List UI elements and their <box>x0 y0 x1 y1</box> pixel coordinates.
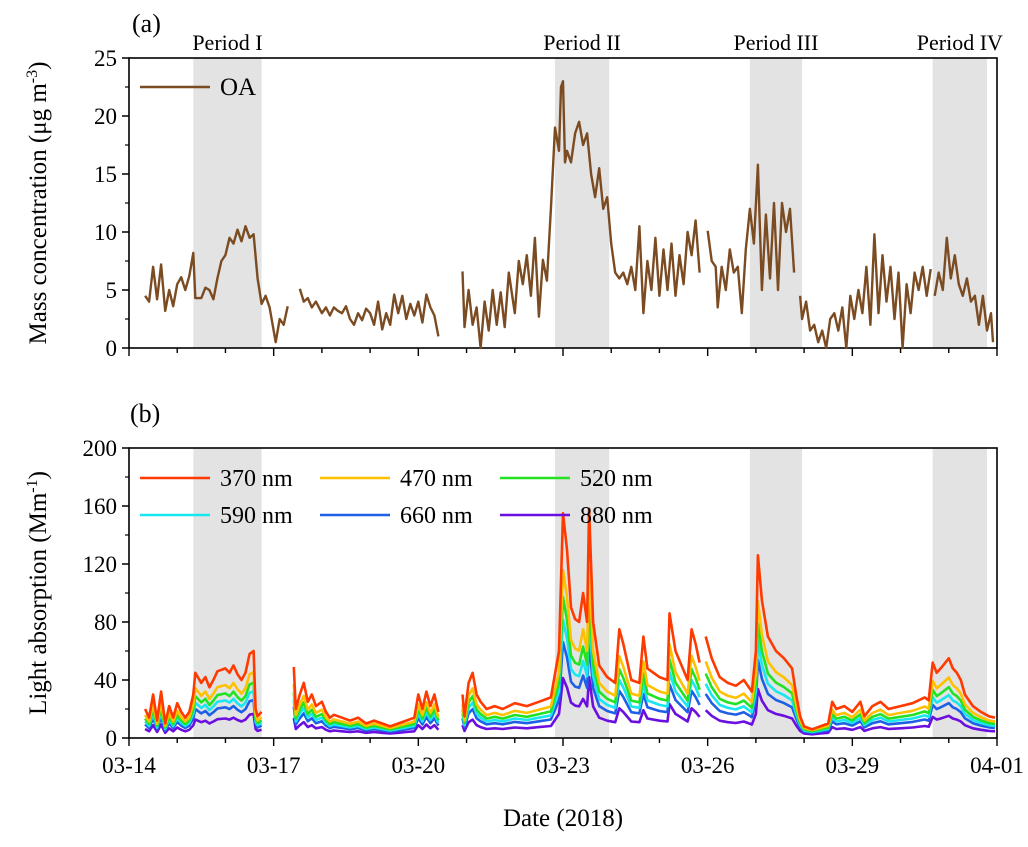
xtick-label-03-17: 03-17 <box>247 753 301 778</box>
period-label-2: Period II <box>543 30 621 55</box>
xtick-label-03-20: 03-20 <box>391 753 445 778</box>
xtick-label-03-23: 03-23 <box>536 753 590 778</box>
series-880nm-line <box>144 675 996 736</box>
panel-a-ytick-label-20: 20 <box>94 104 117 129</box>
legend-660nm-label: 660 nm <box>400 503 473 529</box>
series-520nm-line <box>144 593 996 733</box>
panel-a-period-shade-3 <box>749 58 803 348</box>
panel-a-ylabel: Mass concentration (μg m-3) <box>24 62 52 345</box>
panel-b-period-shade-4 <box>932 448 987 738</box>
panel-b-period-shade-1 <box>193 448 262 738</box>
panel-b-label: (b) <box>130 399 160 428</box>
legend-590nm-label: 590 nm <box>220 503 293 529</box>
period-label-4: Period IV <box>917 30 1003 55</box>
panel-a-ytick-label-0: 0 <box>106 336 118 361</box>
xtick-label-03-26: 03-26 <box>681 753 735 778</box>
panel-a-label: (a) <box>132 9 161 38</box>
panel-a-period-shade-4 <box>932 58 987 348</box>
panel-b-ytick-label-160: 160 <box>83 494 118 519</box>
panel-b-ytick-label-200: 200 <box>83 436 118 461</box>
panel-b-ylabel: Light absorption (Mm-1) <box>24 471 52 715</box>
series-oa-line <box>144 80 995 350</box>
panel-b-ytick-label-0: 0 <box>106 726 118 751</box>
x-axis-label: Date (2018) <box>503 805 623 832</box>
panel-a-ytick-label-15: 15 <box>94 162 117 187</box>
xtick-label-03-29: 03-29 <box>825 753 879 778</box>
legend-470nm-label: 470 nm <box>400 466 473 492</box>
series-660nm-line <box>144 639 996 735</box>
xtick-label-03-14: 03-14 <box>102 753 156 778</box>
panel-a: 0 5 10 15 20 25 (a) Period I Period II Period I… <box>24 9 1003 361</box>
period-label-3: Period III <box>734 30 819 55</box>
series-470nm-line <box>143 565 996 732</box>
panel-b-ytick-label-120: 120 <box>83 552 118 577</box>
legend-520nm-label: 520 nm <box>580 466 653 492</box>
legend-880nm-label: 880 nm <box>580 503 653 529</box>
panel-a-ytick-label-10: 10 <box>94 220 117 245</box>
xtick-label-04-01: 04-01 <box>970 753 1024 778</box>
panel-a-ytick-label-5: 5 <box>106 278 118 303</box>
panel-b: 0 40 80 120 160 200 03-14 03-17 03-20 03-23 03-26… <box>24 399 1024 832</box>
legend-370nm-label: 370 nm <box>220 466 293 492</box>
panel-b-ytick-label-40: 40 <box>94 668 117 693</box>
series-370nm-line <box>143 507 996 731</box>
panel-b-ytick-label-80: 80 <box>94 610 117 635</box>
series-590nm-line <box>144 616 996 734</box>
panel-a-period-shade-1 <box>193 58 262 348</box>
panel-a-ytick-label-25: 25 <box>94 46 117 71</box>
period-label-1: Period I <box>192 30 262 55</box>
legend-oa-label: OA <box>220 74 256 101</box>
